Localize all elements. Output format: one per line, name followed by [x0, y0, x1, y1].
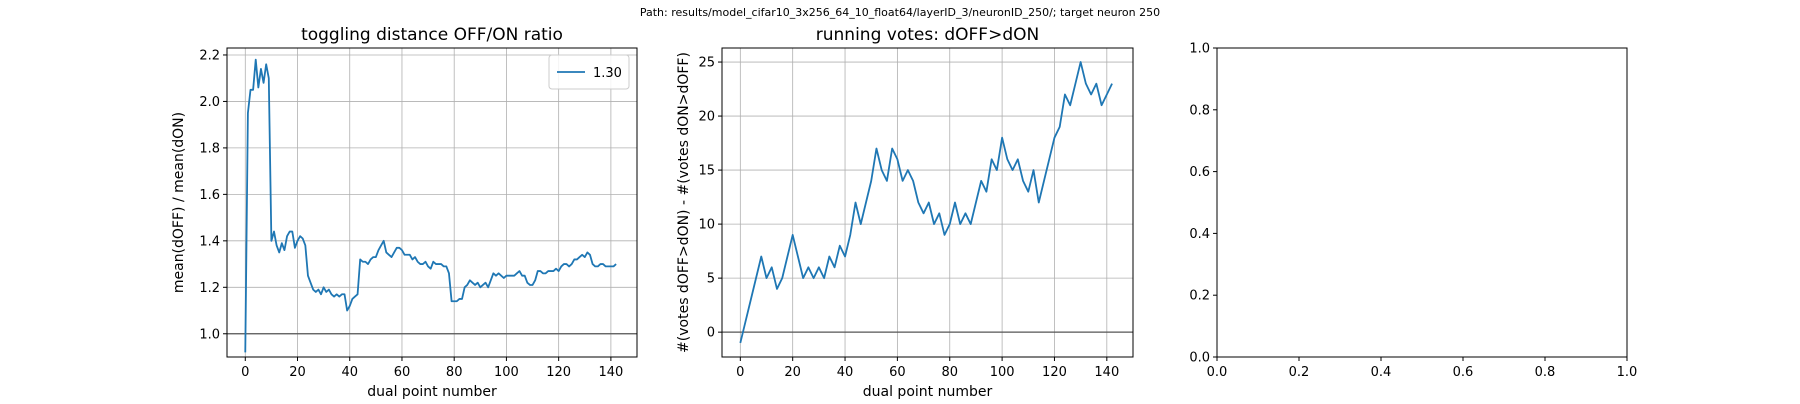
y-tick-label: 0.2: [1189, 289, 1210, 304]
x-tick-label: 60: [394, 365, 411, 380]
x-tick-label: 0.2: [1289, 365, 1310, 380]
figure-suptitle: Path: results/model_cifar10_3x256_64_10_…: [639, 6, 1161, 19]
series-line-1: [739, 61, 1113, 344]
y-tick-label: 20: [698, 110, 715, 125]
series-line-1: [244, 58, 617, 353]
legend: 1.30: [548, 54, 630, 90]
x-tick-label: 0.6: [1453, 365, 1474, 380]
x-tick-label: 100: [990, 365, 1015, 380]
x-tick-label: 140: [598, 365, 623, 380]
legend-box: [548, 54, 630, 90]
y-tick-label: 1.4: [199, 234, 220, 249]
x-tick-label: 0.0: [1207, 365, 1228, 380]
y-tick-label: 15: [698, 164, 715, 179]
x-axis-label: dual point number: [367, 384, 497, 400]
panel-title: running votes: dOFF>dON: [816, 25, 1039, 45]
y-tick-label: 5: [707, 272, 715, 287]
x-tick-label: 80: [446, 365, 463, 380]
x-tick-label: 20: [784, 365, 801, 380]
x-tick-label: 1.0: [1617, 365, 1638, 380]
x-tick-label: 0: [736, 365, 744, 380]
panel-3: 0.0 0.2 0.4 0.6 0.8 1.0 0.0 0.2 0.4 0.6 0.8 1.0: [1189, 42, 1637, 381]
x-tick-label: 40: [341, 365, 358, 380]
axes-frame: [1216, 47, 1628, 358]
x-tick-label: 60: [889, 365, 906, 380]
axes-frame: [721, 47, 1134, 358]
y-tick-label: 25: [698, 56, 715, 71]
x-tick-label: 0.8: [1535, 365, 1556, 380]
x-tick-label: 20: [289, 365, 306, 380]
x-tick-label: 140: [1094, 365, 1119, 380]
x-tick-label: 0.4: [1371, 365, 1392, 380]
x-tick-label: 120: [546, 365, 571, 380]
y-tick-label: 2.0: [199, 95, 220, 110]
panel-title: toggling distance OFF/ON ratio: [301, 25, 563, 45]
y-tick-label: 1.2: [199, 281, 220, 296]
y-tick-label: 0.4: [1189, 227, 1210, 242]
y-tick-label: 1.6: [199, 188, 220, 203]
y-tick-label: 0.6: [1189, 165, 1210, 180]
axes-frame: [226, 47, 638, 358]
legend-entry: 1.30: [593, 66, 622, 81]
x-tick-label: 100: [494, 365, 519, 380]
panel-2: 0 20 40 60 80 100 120 140 0 5 10 15 20 25 running vote…: [676, 25, 1134, 400]
x-tick-label: 40: [837, 365, 854, 380]
x-tick-label: 0: [241, 365, 249, 380]
y-tick-label: 2.2: [199, 48, 220, 63]
y-tick-label: 1.0: [1189, 42, 1210, 57]
y-tick-label: 0.8: [1189, 103, 1210, 118]
y-tick-label: 1.0: [199, 327, 220, 342]
y-tick-label: 1.8: [199, 141, 220, 156]
y-tick-label: 0.0: [1189, 351, 1210, 366]
y-axis-label: #(votes dOFF>dON) - #(votes dON>dOFF): [676, 52, 692, 353]
y-tick-label: 0: [707, 326, 715, 341]
y-tick-label: 10: [698, 218, 715, 233]
x-axis-label: dual point number: [863, 384, 993, 400]
x-tick-label: 120: [1042, 365, 1067, 380]
panel-1: 0 20 40 60 80 100 120 140 1.0 1.2 1.4 1.6 1.8 2.0 2.2 t…: [171, 25, 638, 400]
y-axis-label: mean(dOFF) / mean(dON): [171, 112, 187, 293]
x-tick-label: 80: [941, 365, 958, 380]
